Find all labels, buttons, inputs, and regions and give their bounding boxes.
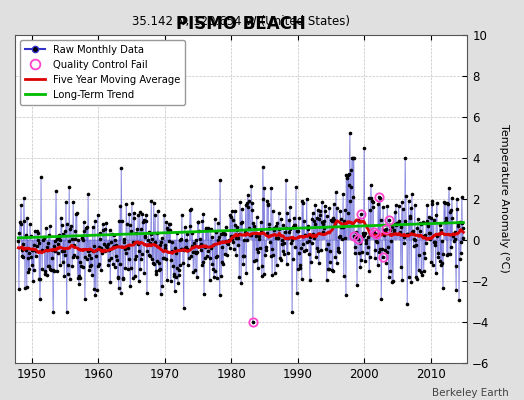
Y-axis label: Temperature Anomaly (°C): Temperature Anomaly (°C) — [499, 124, 509, 273]
Text: 35.142 N, 120.654 W (United States): 35.142 N, 120.654 W (United States) — [132, 15, 350, 28]
Text: Berkeley Earth: Berkeley Earth — [432, 388, 508, 398]
Title: PISMO BEACH: PISMO BEACH — [176, 15, 306, 33]
Legend: Raw Monthly Data, Quality Control Fail, Five Year Moving Average, Long-Term Tren: Raw Monthly Data, Quality Control Fail, … — [20, 40, 185, 104]
